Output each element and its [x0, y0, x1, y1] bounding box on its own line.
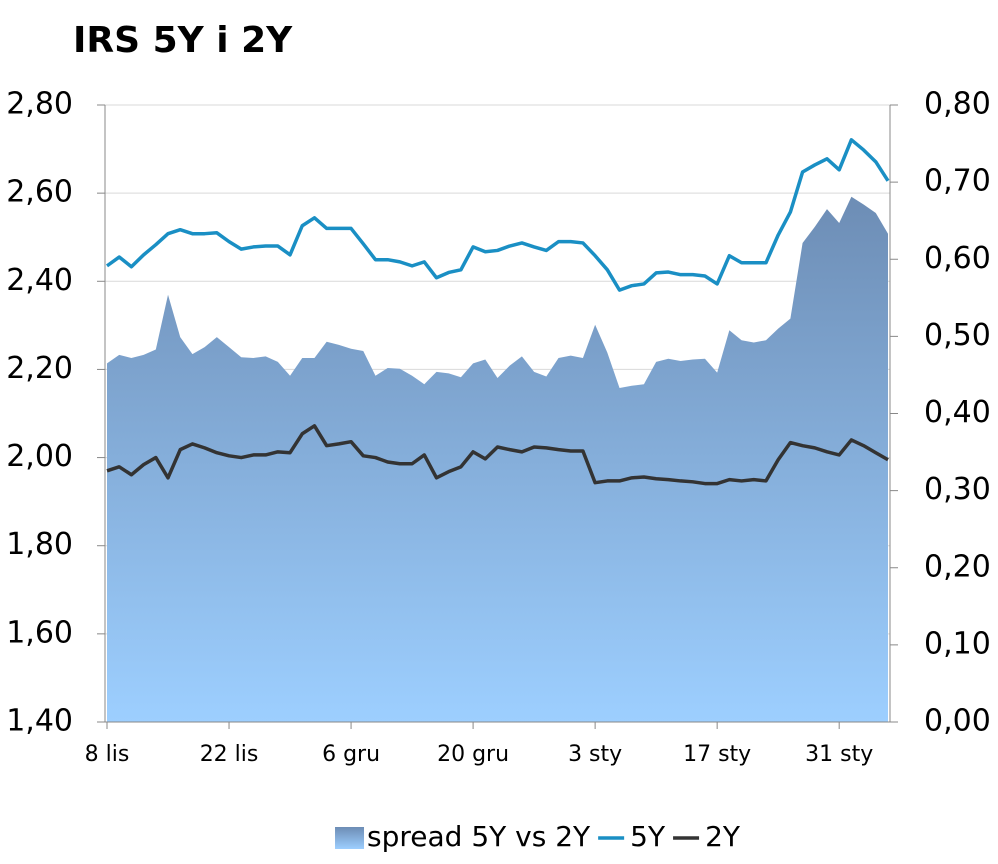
- y2-tick-label: 0,60: [924, 241, 991, 276]
- legend-label: spread 5Y vs 2Y: [367, 820, 591, 853]
- y-tick-label: 1,40: [6, 704, 73, 739]
- y2-tick-label: 0,50: [924, 318, 991, 353]
- legend-swatch: [335, 827, 365, 849]
- legend-label: 2Y: [705, 820, 741, 853]
- y2-tick-label: 0,20: [924, 549, 991, 584]
- y-tick-label: 1,80: [6, 527, 73, 562]
- y2-tick-label: 0,70: [924, 164, 991, 199]
- x-tick-label: 8 lis: [85, 742, 130, 767]
- x-tick-label: 3 sty: [568, 742, 622, 767]
- legend-item: 5Y: [598, 820, 666, 853]
- y2-tick-label: 0,30: [924, 472, 991, 507]
- y-tick-label: 2,20: [6, 351, 73, 386]
- y-tick-label: 2,00: [6, 439, 73, 474]
- legend-item: spread 5Y vs 2Y: [335, 820, 591, 853]
- y2-tick-label: 0,00: [924, 704, 991, 739]
- x-tick-label: 31 sty: [805, 742, 873, 767]
- series-line: [106, 424, 889, 486]
- x-tick-label: 20 gru: [437, 742, 509, 767]
- y-tick-label: 2,80: [6, 87, 73, 122]
- series-line: [105, 138, 890, 292]
- legend-item: 2Y: [673, 820, 741, 853]
- x-tick-label: 17 sty: [683, 742, 751, 767]
- y-tick-label: 2,40: [6, 263, 73, 298]
- legend-label: 5Y: [630, 820, 666, 853]
- y-tick-label: 2,60: [6, 175, 73, 210]
- y2-tick-label: 0,40: [924, 395, 991, 430]
- chart-title: IRS 5Y i 2Y: [73, 20, 293, 61]
- y-tick-label: 1,60: [6, 615, 73, 650]
- x-tick-label: 22 lis: [200, 742, 259, 767]
- spread-area: [107, 196, 888, 722]
- y2-tick-label: 0,10: [924, 626, 991, 661]
- y2-tick-label: 0,80: [924, 87, 991, 122]
- x-tick-label: 6 gru: [322, 742, 380, 767]
